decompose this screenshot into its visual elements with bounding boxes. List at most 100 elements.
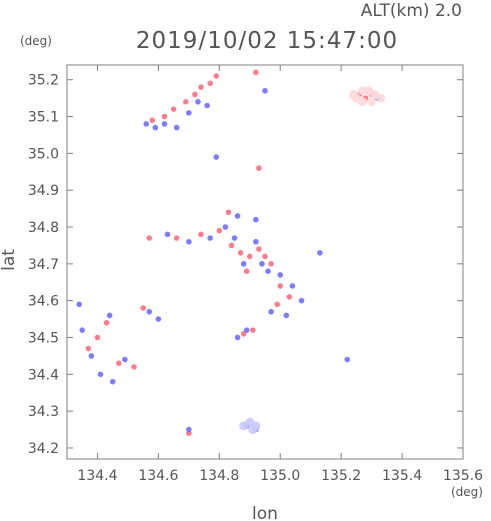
- data-point-negative: [213, 154, 220, 160]
- data-point-positive: [228, 242, 235, 249]
- data-point-positive: [131, 364, 137, 370]
- data-point-light-positive: [367, 97, 377, 107]
- y-tick-label: 34.9: [28, 183, 59, 199]
- data-point-negative: [76, 301, 82, 308]
- data-point-negative: [222, 224, 229, 230]
- data-point-negative: [164, 231, 171, 238]
- y-unit-label: (deg): [20, 34, 52, 48]
- data-point-positive: [262, 253, 268, 260]
- data-point-positive: [256, 246, 262, 252]
- data-point-light-positive: [376, 93, 386, 103]
- data-point-negative: [265, 268, 271, 275]
- data-point-negative: [152, 124, 159, 131]
- y-tick-label: 34.3: [28, 404, 59, 420]
- data-point-negative: [88, 353, 95, 359]
- x-tick-label: 135.4: [382, 468, 422, 484]
- data-point-negative: [243, 327, 250, 333]
- data-point-negative: [79, 327, 86, 333]
- data-point-negative: [268, 308, 274, 315]
- data-point-negative: [146, 308, 153, 315]
- data-point-negative: [97, 371, 104, 378]
- data-point-positive: [268, 261, 274, 267]
- data-point-positive: [173, 235, 180, 241]
- data-point-negative: [161, 121, 168, 127]
- x-tick-label: 135.0: [260, 468, 300, 484]
- x-tick-label: 134.6: [138, 468, 178, 484]
- data-point-negative: [298, 297, 305, 304]
- y-ticks-layer: 34.2 34.3 34.4 34.5 34.6 34.7 34.8 34.9 35.0 35.1…: [28, 73, 463, 457]
- data-point-positive: [213, 73, 220, 79]
- data-point-negative: [253, 216, 259, 223]
- data-point-negative: [253, 238, 259, 245]
- data-point-negative: [317, 249, 323, 256]
- data-point-negative: [234, 334, 241, 341]
- data-point-positive: [85, 345, 92, 352]
- x-unit-label: (deg): [451, 485, 483, 499]
- y-tick-label: 34.8: [28, 220, 59, 236]
- y-tick-label: 34.2: [28, 441, 59, 457]
- data-point-positive: [170, 106, 177, 112]
- x-tick-label: 135.6: [443, 468, 483, 484]
- data-point-positive: [277, 283, 284, 289]
- data-points-layer: [76, 69, 386, 437]
- data-point-light-negative: [248, 425, 258, 435]
- data-point-positive: [103, 319, 110, 326]
- data-point-negative: [204, 102, 210, 109]
- data-point-positive: [256, 165, 262, 171]
- data-point-negative: [262, 87, 268, 94]
- data-point-positive: [237, 249, 244, 256]
- altitude-label: ALT(km) 2.0: [361, 1, 462, 21]
- data-point-positive: [253, 69, 259, 76]
- y-tick-label: 34.7: [28, 257, 59, 273]
- data-point-positive: [140, 305, 146, 311]
- y-tick-label: 34.6: [28, 294, 59, 310]
- timestamp-title: 2019/10/02 15:47:00: [136, 28, 398, 54]
- data-point-negative: [186, 238, 192, 245]
- y-tick-label: 35.0: [28, 146, 59, 162]
- data-point-positive: [246, 253, 253, 260]
- plot-area: [66, 64, 464, 460]
- data-point-positive: [161, 113, 168, 120]
- data-point-positive: [225, 209, 232, 216]
- data-point-positive: [240, 331, 247, 337]
- data-point-negative: [195, 99, 201, 105]
- data-point-negative: [155, 316, 162, 322]
- y-tick-label: 35.2: [28, 73, 59, 89]
- data-point-negative: [240, 261, 247, 267]
- data-point-negative: [186, 110, 192, 116]
- data-point-positive: [198, 84, 204, 90]
- data-point-negative: [289, 283, 296, 289]
- data-point-negative: [109, 378, 116, 385]
- data-point-negative: [186, 426, 192, 433]
- data-point-positive: [115, 360, 122, 367]
- y-tick-label: 34.4: [28, 367, 59, 383]
- data-point-negative: [173, 124, 180, 131]
- data-point-positive: [183, 99, 189, 105]
- data-point-negative: [106, 312, 113, 319]
- data-point-negative: [231, 235, 238, 241]
- data-point-positive: [286, 294, 293, 300]
- data-point-positive: [146, 235, 153, 241]
- data-point-positive: [192, 91, 198, 98]
- data-point-light-positive: [351, 93, 361, 103]
- y-axis-label: lat: [0, 249, 19, 271]
- x-tick-label: 134.8: [199, 468, 239, 484]
- data-point-positive: [94, 334, 101, 341]
- data-point-positive: [149, 117, 156, 124]
- data-point-positive: [216, 227, 223, 234]
- data-point-positive: [243, 268, 250, 275]
- data-point-negative: [207, 235, 213, 241]
- data-point-negative: [344, 356, 351, 363]
- data-point-negative: [259, 261, 265, 267]
- x-tick-label: 134.4: [77, 468, 117, 484]
- data-point-positive: [250, 327, 256, 333]
- plot-frame: [66, 64, 464, 460]
- data-point-negative: [143, 121, 149, 127]
- data-point-negative: [283, 312, 290, 319]
- y-tick-label: 34.5: [28, 330, 59, 346]
- x-axis-label: lon: [252, 504, 278, 521]
- data-point-negative: [277, 272, 284, 278]
- x-tick-label: 135.2: [321, 468, 361, 484]
- data-point-positive: [274, 301, 280, 308]
